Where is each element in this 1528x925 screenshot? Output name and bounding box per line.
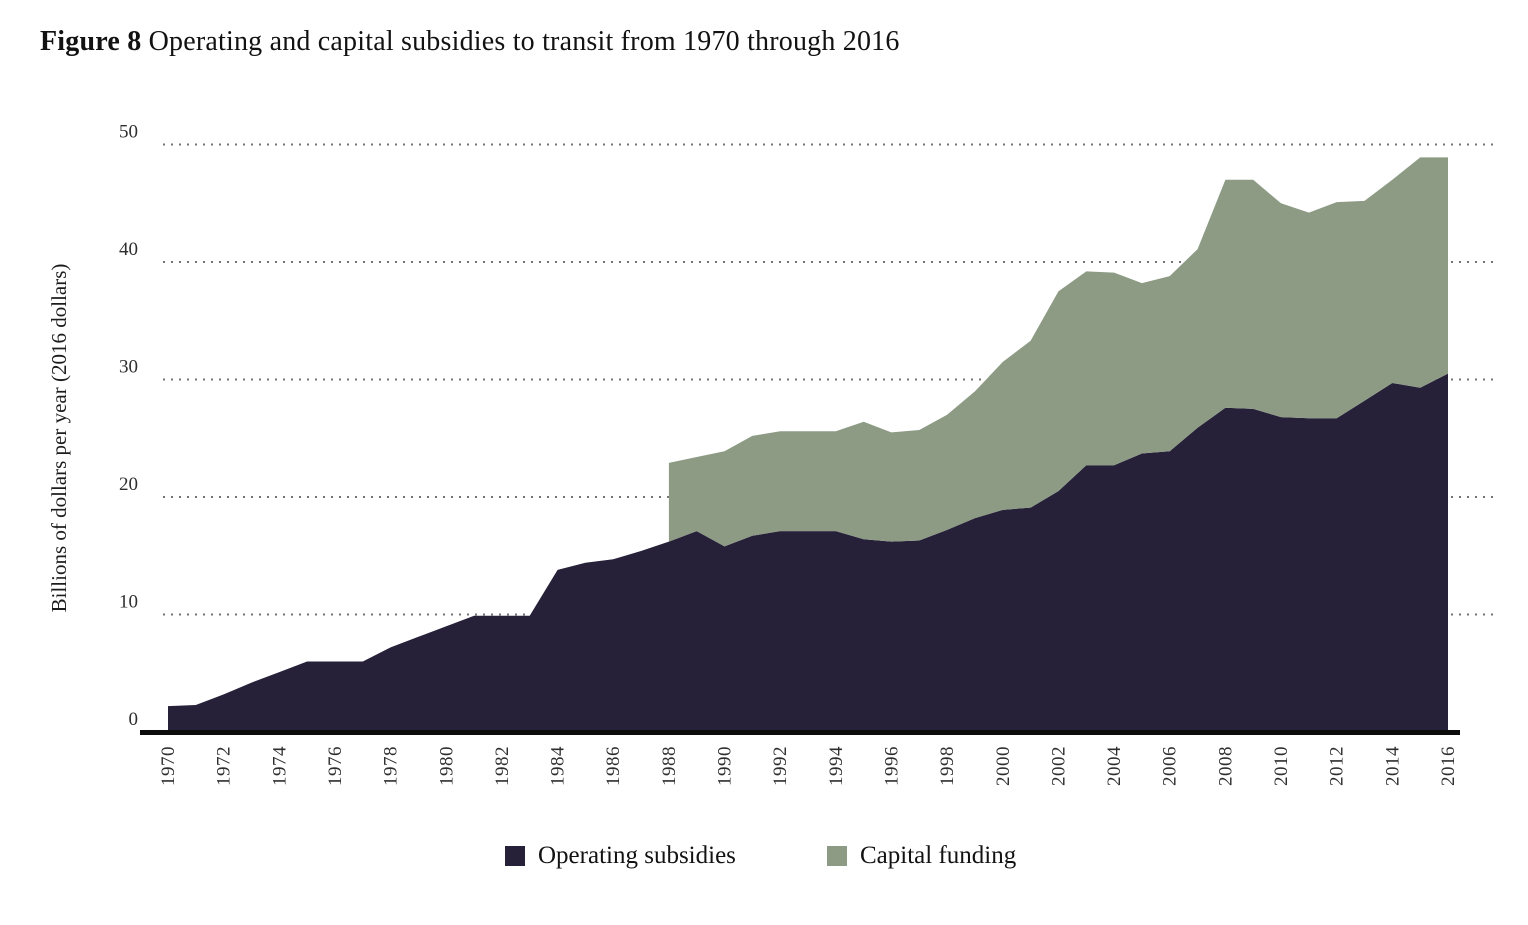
legend-item-operating: Operating subsidies xyxy=(505,843,736,869)
x-axis-line xyxy=(140,730,1460,735)
y-tick-label: 50 xyxy=(119,122,138,143)
x-tick-label: 2006 xyxy=(1160,746,1181,786)
capital-swatch xyxy=(827,846,847,866)
y-axis-title: Billions of dollars per year (2016 dolla… xyxy=(47,264,71,613)
x-tick-label: 1972 xyxy=(214,746,235,786)
legend-item-capital: Capital funding xyxy=(827,843,1016,869)
x-tick-label: 1996 xyxy=(882,746,903,786)
operating-subsidies-area xyxy=(168,373,1448,732)
figure-title: Figure 8 Operating and capital subsidies… xyxy=(40,26,900,58)
legend-label-capital: Capital funding xyxy=(860,842,1017,869)
x-tick-label: 1988 xyxy=(659,746,680,786)
y-tick-label: 30 xyxy=(119,357,138,378)
x-tick-label: 2016 xyxy=(1438,746,1459,786)
y-tick-label: 20 xyxy=(119,474,138,495)
x-tick-label: 1982 xyxy=(492,746,513,786)
x-tick-label: 1974 xyxy=(269,746,290,786)
legend-label-operating: Operating subsidies xyxy=(538,842,736,869)
x-tick-label: 2004 xyxy=(1104,746,1125,786)
x-tick-label: 2002 xyxy=(1048,746,1069,786)
x-tick-label: 1980 xyxy=(436,746,457,786)
capital-funding-area xyxy=(668,157,1448,547)
x-tick-label: 1976 xyxy=(325,746,346,786)
x-tick-label: 1984 xyxy=(548,746,569,786)
x-tick-label: 2014 xyxy=(1382,746,1403,786)
x-tick-label: 1992 xyxy=(770,746,791,786)
x-tick-label: 1994 xyxy=(826,746,847,786)
x-tick-label: 2010 xyxy=(1271,746,1292,786)
y-tick-label: 0 xyxy=(129,709,139,730)
y-tick-label: 40 xyxy=(119,239,138,260)
y-tick-label: 10 xyxy=(119,592,138,613)
x-tick-label: 2008 xyxy=(1215,746,1236,786)
x-tick-label: 1978 xyxy=(381,746,402,786)
x-tick-label: 1998 xyxy=(937,746,958,786)
x-tick-label: 1986 xyxy=(603,746,624,786)
x-tick-label: 2000 xyxy=(993,746,1014,786)
figure-number: Figure 8 xyxy=(40,26,142,57)
operating-swatch xyxy=(505,846,525,866)
figure-title-text: Operating and capital subsidies to trans… xyxy=(141,26,900,57)
x-tick-label: 2012 xyxy=(1327,746,1348,786)
x-tick-label: 1970 xyxy=(158,746,179,786)
x-tick-label: 1990 xyxy=(715,746,736,786)
